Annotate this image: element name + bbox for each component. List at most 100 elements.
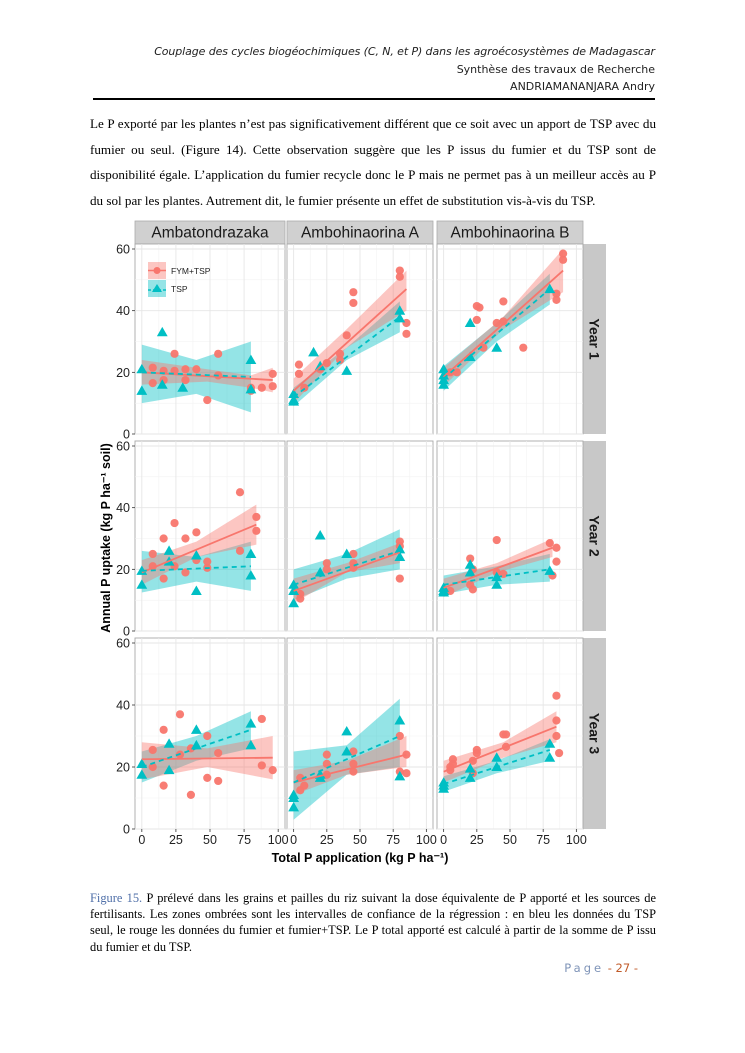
tsp-data-point xyxy=(394,715,406,725)
fym-data-point xyxy=(181,568,190,577)
tsp-data-point xyxy=(190,585,202,595)
fym-confidence-band xyxy=(293,543,400,604)
tsp-data-point xyxy=(544,738,556,748)
fym-data-point xyxy=(192,365,201,374)
tsp-regression-line xyxy=(293,549,401,586)
fym-data-point xyxy=(186,790,196,800)
tsp-data-point xyxy=(156,326,168,337)
fym-data-point xyxy=(552,295,561,304)
running-header-subtitle: Synthèse des travaux de Recherche xyxy=(456,63,655,76)
facet-strip-row-label: Year 2 xyxy=(587,515,603,556)
tsp-confidence-band xyxy=(293,301,400,407)
fym-data-point xyxy=(472,315,481,325)
fym-data-point xyxy=(235,546,245,555)
fym-data-point xyxy=(472,748,481,758)
facet-panel xyxy=(286,243,434,435)
facet-panel xyxy=(436,440,584,632)
fym-data-point xyxy=(552,543,561,552)
fym-data-point xyxy=(499,317,508,326)
fym-data-point xyxy=(466,554,475,563)
running-header-author: ANDRIAMANANJARA Andry xyxy=(510,80,655,93)
tsp-data-point xyxy=(136,363,148,374)
fym-data-point xyxy=(294,360,304,369)
fym-data-point xyxy=(402,329,411,338)
fym-data-point xyxy=(170,518,179,528)
header-rule xyxy=(93,98,655,100)
fym-data-point xyxy=(268,369,277,378)
fym-data-point xyxy=(203,395,212,405)
tsp-data-point xyxy=(288,792,300,803)
tsp-data-point xyxy=(163,764,175,775)
fym-data-point xyxy=(235,488,245,497)
fym-data-point xyxy=(558,255,568,264)
facet-panel xyxy=(436,243,584,435)
fym-data-point xyxy=(159,574,168,583)
fym-data-point xyxy=(349,747,358,756)
tsp-data-point xyxy=(288,801,300,812)
fym-data-point xyxy=(252,512,261,522)
tsp-data-point xyxy=(163,738,175,748)
tsp-data-point xyxy=(394,305,406,315)
fym-data-point xyxy=(479,343,488,352)
tsp-data-point xyxy=(314,360,326,371)
tsp-data-point xyxy=(341,746,353,756)
tsp-confidence-band xyxy=(293,529,400,601)
fym-data-point xyxy=(159,725,168,734)
facet-strip-row xyxy=(583,244,606,434)
y-tick-label: 60 xyxy=(116,440,130,454)
fym-data-point xyxy=(545,539,554,548)
tsp-data-point xyxy=(491,579,503,589)
tsp-data-point xyxy=(544,565,556,575)
x-tick-label: 75 xyxy=(536,833,550,847)
body-paragraph: Le P exporté par les plantes n’est pas s… xyxy=(90,116,656,208)
fym-data-point xyxy=(148,745,157,755)
tsp-data-point xyxy=(190,724,202,734)
fym-regression-line xyxy=(293,551,401,592)
x-tick-label: 75 xyxy=(237,833,251,847)
page-number: - 27 - xyxy=(607,961,638,975)
fym-data-point xyxy=(257,761,266,770)
tsp-regression-line xyxy=(141,371,251,378)
fym-data-point xyxy=(181,375,190,385)
tsp-data-point xyxy=(136,385,148,395)
fym-data-point xyxy=(349,767,358,776)
tsp-data-point xyxy=(314,567,326,577)
tsp-regression-line xyxy=(141,565,251,572)
facet-strip-row-label: Year 1 xyxy=(587,318,603,359)
fym-data-point xyxy=(322,358,331,368)
tsp-data-point xyxy=(394,551,406,562)
tsp-regression-line xyxy=(293,316,401,398)
fym-data-point xyxy=(552,716,561,725)
fym-data-point xyxy=(322,750,331,759)
y-tick-label: 40 xyxy=(116,304,130,318)
y-tick-label: 20 xyxy=(116,563,130,577)
fym-data-point xyxy=(148,762,157,772)
fym-data-point xyxy=(501,730,511,739)
fym-data-point xyxy=(558,249,568,258)
fym-regression-line xyxy=(293,288,408,392)
fym-regression-line xyxy=(141,756,273,761)
fym-data-point xyxy=(322,565,331,574)
x-tick-label: 100 xyxy=(566,833,587,847)
tsp-data-point xyxy=(245,548,257,558)
tsp-data-point xyxy=(491,752,503,762)
x-tick-label: 50 xyxy=(503,833,517,847)
facet-panel xyxy=(134,243,286,435)
y-tick-label: 0 xyxy=(123,428,130,442)
tsp-data-point xyxy=(288,396,300,406)
fym-data-point xyxy=(475,303,484,312)
figure-caption: Figure 15. P prélevé dans les grains et … xyxy=(90,890,656,955)
fym-data-point xyxy=(349,549,358,559)
fym-data-point xyxy=(181,534,190,543)
tsp-data-point xyxy=(136,769,148,779)
fym-data-point xyxy=(214,748,223,758)
tsp-data-point xyxy=(314,530,326,540)
fym-data-point xyxy=(402,769,411,778)
tsp-regression-line xyxy=(443,749,551,785)
y-tick-label: 20 xyxy=(116,366,130,380)
fym-data-point xyxy=(395,574,404,583)
facet-strip-row xyxy=(583,638,606,829)
facet-strip-label: Ambohinaorina A xyxy=(301,225,420,242)
tsp-data-point xyxy=(464,567,476,577)
legend: FYM+TSP TSP xyxy=(148,262,211,297)
